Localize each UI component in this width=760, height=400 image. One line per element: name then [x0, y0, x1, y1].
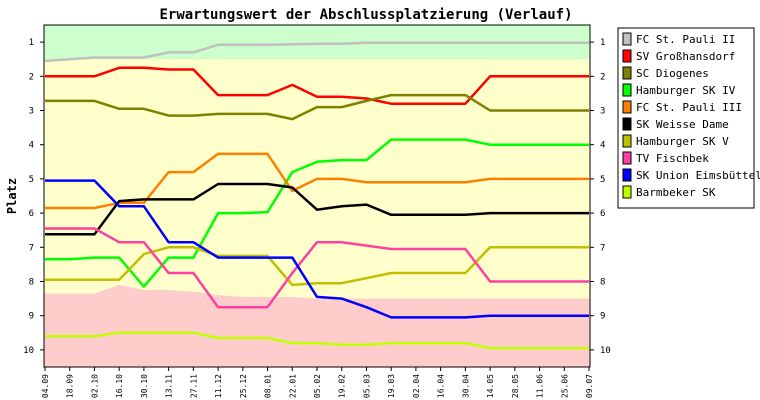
y-tick-label-left: 2: [29, 72, 34, 82]
y-axis-right: 1 2 3 4 5 6 7 8 9 10: [590, 38, 611, 356]
y-tick-label-right: 7: [600, 243, 605, 253]
series-line-9: [45, 179, 589, 319]
legend-label: Barmbeker SK: [636, 186, 716, 199]
y-tick-label-right: 1: [600, 38, 605, 48]
series-line-6: [45, 182, 589, 236]
legend-swatch: [622, 49, 632, 63]
chart-title: Erwartungswert der Abschlussplatzierung …: [159, 7, 572, 23]
legend-swatch: [622, 185, 632, 199]
x-tick-label: 30.10: [140, 374, 149, 398]
x-tick-label: 05.03: [362, 374, 371, 398]
legend: FC St. Pauli II SV Großhansdorf SC Diogene…: [617, 27, 760, 209]
x-tick-label: 16.04: [437, 374, 446, 398]
series-line-4: [45, 138, 589, 288]
x-tick-label: 02.10: [90, 374, 99, 398]
y-tick-label-left: 5: [29, 175, 34, 185]
series-lines: [44, 41, 589, 350]
x-tick-label: 08.01: [264, 374, 273, 398]
x-tick-label: 09.07: [585, 374, 594, 398]
x-tick-label: 27.11: [189, 374, 198, 398]
x-tick-label: 04.09: [41, 374, 50, 398]
y-tick-label-left: 7: [29, 243, 34, 253]
y-tick-label-left: 6: [29, 209, 34, 219]
y-tick-label-right: 5: [600, 175, 605, 185]
legend-label: Hamburger SK V: [636, 135, 729, 148]
x-tick-label: 05.02: [313, 374, 322, 398]
x-tick-label: 25.12: [239, 374, 248, 398]
legend-label: SV Großhansdorf: [636, 50, 735, 63]
y-axis-label: Platz: [5, 178, 19, 214]
legend-swatch: [622, 66, 632, 80]
y-tick-label-left: 1: [29, 38, 34, 48]
band-promotion: [44, 25, 590, 60]
y-tick-label-left: 9: [29, 312, 34, 322]
y-tick-label-left: 4: [29, 141, 34, 151]
y-tick-label-right: 4: [600, 141, 605, 151]
legend-label: FC St. Pauli III: [636, 101, 742, 114]
y-tick-label-left: 8: [29, 278, 34, 288]
y-tick-label-right: 2: [600, 72, 605, 82]
x-tick-label: 11.06: [536, 374, 545, 398]
x-tick-label: 22.01: [288, 374, 297, 398]
legend-swatch: [622, 32, 632, 46]
x-tick-label: 02.04: [412, 374, 421, 398]
x-tick-label: 25.06: [560, 374, 569, 398]
legend-swatch: [622, 100, 632, 114]
x-tick-label: 19.02: [338, 374, 347, 398]
x-tick-label: 11.12: [214, 374, 223, 398]
series-line-10: [45, 331, 589, 350]
y-tick-label-right: 8: [600, 278, 605, 288]
y-tick-label-left: 10: [23, 346, 34, 356]
legend-swatch: [622, 117, 632, 131]
x-tick-label: 19.03: [387, 374, 396, 398]
legend-swatch: [622, 168, 632, 182]
legend-label: SK Weisse Dame: [636, 118, 729, 131]
legend-swatch: [622, 134, 632, 148]
series-line-2: [45, 66, 589, 105]
y-tick-label-right: 6: [600, 209, 605, 219]
series-line-5: [45, 152, 589, 210]
y-axis-left: 1 2 3 4 5 6 7 8 9 10: [23, 38, 44, 356]
legend-swatch: [622, 151, 632, 165]
x-axis: 04.09 18.09 02.10 16.10 30.10 13.11 27.11 11.12…: [41, 367, 594, 398]
legend-swatch: [622, 83, 632, 97]
x-tick-label: 28.05: [511, 374, 520, 398]
legend-box: [617, 27, 755, 209]
background-bands: [44, 25, 590, 367]
series-line-7: [45, 246, 589, 287]
x-tick-label: 13.11: [165, 374, 174, 398]
x-tick-label: 30.04: [461, 374, 470, 398]
x-tick-label: 14.05: [486, 374, 495, 398]
legend-label: TV Fischbek: [636, 152, 709, 165]
series-line-1: [44, 41, 589, 63]
legend-label: Hamburger SK IV: [636, 84, 736, 97]
legend-label: FC St. Pauli II: [636, 33, 735, 46]
band-relegation: [44, 284, 590, 367]
x-tick-label: 18.09: [66, 374, 75, 398]
y-tick-label-right: 10: [600, 346, 611, 356]
legend-label: SK Union Eimsbüttel: [636, 169, 760, 182]
y-tick-label-right: 9: [600, 312, 605, 322]
y-tick-label-right: 3: [600, 107, 605, 117]
legend-label: SC Diogenes: [636, 67, 709, 80]
x-tick-label: 16.10: [115, 374, 124, 398]
y-tick-label-left: 3: [29, 107, 34, 117]
series-line-3: [45, 93, 589, 121]
series-line-8: [45, 227, 589, 309]
